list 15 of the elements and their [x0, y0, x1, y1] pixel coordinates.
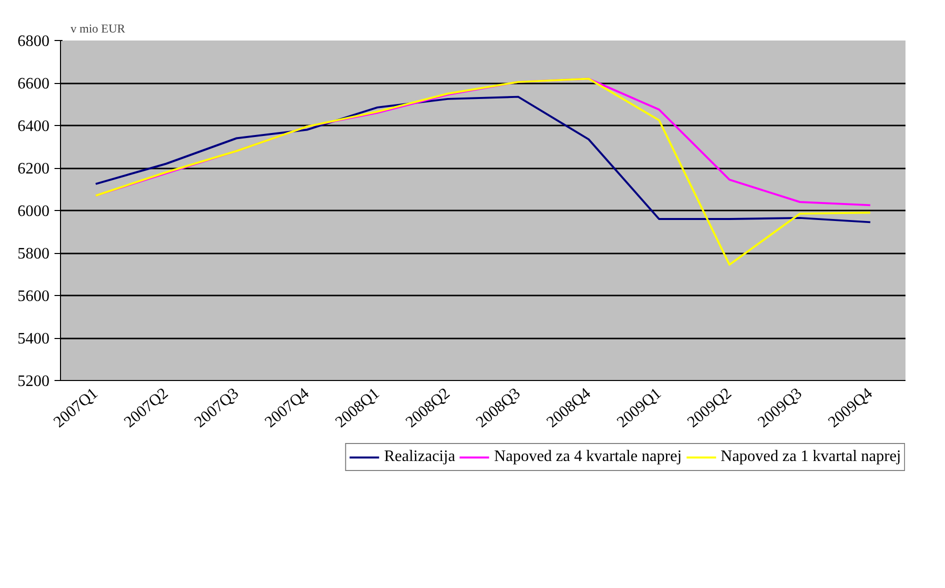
legend-label: Napoved za 1 kvartal naprej — [720, 448, 901, 466]
legend-label: Realizacija — [384, 448, 456, 466]
y-tick-label: 6800 — [18, 33, 50, 50]
y-tick-label: 6200 — [18, 160, 50, 178]
y-tick-label: 5800 — [18, 246, 50, 262]
y-tick-label: 6600 — [18, 76, 50, 92]
line-series — [94, 96, 872, 224]
y-tick-label: 5400 — [18, 330, 50, 348]
legend-label: Napoved za 4 kvartale naprej — [494, 448, 682, 466]
line-series — [94, 78, 872, 266]
y-tick-label: 5200 — [18, 373, 50, 390]
y-tick-label: 6000 — [18, 203, 50, 220]
y-tick-label: 6400 — [18, 118, 50, 135]
y-tick-label: 5600 — [18, 288, 50, 305]
y-axis-title: v mio EUR — [70, 22, 126, 36]
